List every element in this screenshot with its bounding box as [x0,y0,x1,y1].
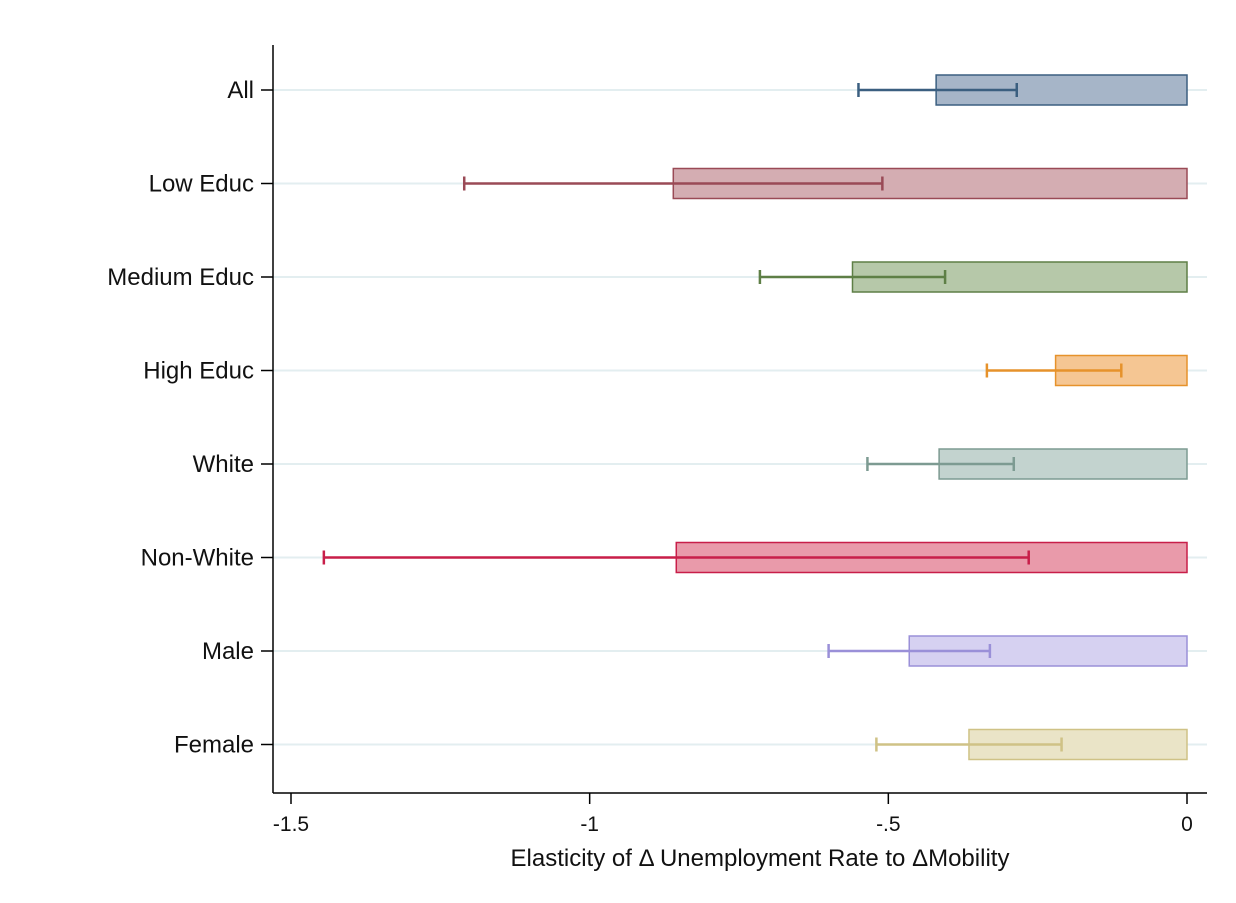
error-bar-female [875,737,1063,752]
x-tick-label-3: 0 [1181,813,1193,836]
bar-medium-educ [851,261,1188,293]
error-bar-high-educ [985,363,1123,378]
error-bar-low-educ [462,176,884,191]
x-tick-label-1: -1 [580,813,599,836]
error-bar-all [857,83,1019,97]
x-tick-label-2: -.5 [876,813,901,836]
category-label-white: White [193,451,254,478]
category-label-male: Male [202,638,254,665]
error-bars [322,83,1123,752]
x-tick-label-0: -1.5 [273,813,309,836]
category-label-high-educ: High Educ [143,358,254,385]
category-label-low-educ: Low Educ [149,171,254,198]
error-bar-medium-educ [758,270,947,284]
category-labels: All Low Educ Medium Educ High Educ White Non-… [107,77,254,759]
x-ticks: -1.5 -1 -.5 0 [273,793,1193,836]
error-bar-male [827,644,992,658]
category-label-non-white: Non-White [141,545,254,572]
axes [272,45,1207,794]
category-label-all: All [227,77,254,104]
error-bar-non-white [322,550,1030,565]
y-tick-marks [261,89,273,746]
category-label-medium-educ: Medium Educ [107,264,254,291]
category-label-female: Female [174,732,254,759]
bars [672,74,1188,761]
error-bar-white [866,457,1016,471]
x-axis-title: Elasticity of Δ Unemployment Rate to ΔMo… [511,845,1010,872]
